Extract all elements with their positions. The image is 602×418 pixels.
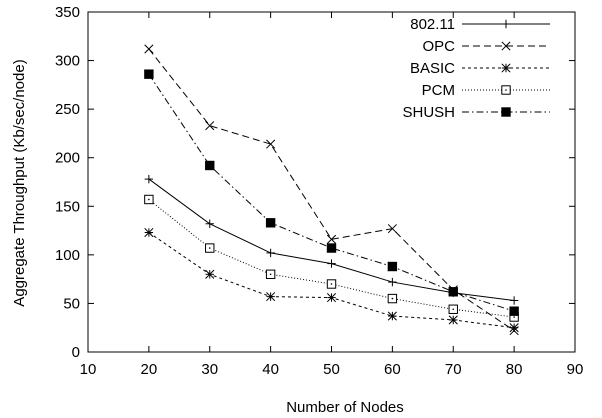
legend-entry: SHUSH [402,104,550,121]
data-point [144,194,154,205]
legend-label: SHUSH [402,104,455,121]
data-point [387,261,398,272]
legend-entry: 802.11 [410,16,550,33]
data-point [205,121,215,131]
x-tick-label: 20 [141,361,158,378]
data-point [265,218,276,228]
y-tick-label: 0 [72,344,80,361]
series-shush [144,69,519,316]
data-point [144,69,154,79]
data-point [388,277,397,287]
x-tick-label: 80 [506,361,523,378]
legend-marker-swatch [501,85,511,95]
data-point [205,160,215,171]
x-tick-label: 40 [262,361,279,378]
data-point [387,293,398,304]
legend-marker-swatch [501,19,511,29]
data-point [266,248,275,258]
data-point [144,174,154,184]
y-tick-label: 200 [55,150,80,167]
data-point [266,292,276,302]
y-tick-label: 350 [55,4,80,21]
data-point [205,219,214,228]
legend-marker-swatch [501,63,511,73]
data-point [448,287,458,297]
data-point [509,323,519,333]
data-point [509,296,519,305]
data-point [326,234,337,244]
data-point [326,243,337,253]
x-tick-label: 60 [384,361,401,378]
legend-entry: OPC [422,38,550,55]
x-tick-label: 70 [445,361,462,378]
y-tick-label: 150 [55,198,80,215]
data-point [327,259,336,268]
legend-entry: PCM [422,82,550,99]
x-axis-title: Number of Nodes [286,399,404,416]
legend-label: OPC [422,38,455,55]
series-group [144,44,519,336]
x-tick-label: 90 [567,361,584,378]
data-point [509,306,519,316]
data-point [387,224,397,234]
series-basic [144,227,519,333]
data-point [387,311,397,321]
series-opc [144,44,519,336]
y-tick-label: 100 [55,247,80,264]
y-axis-title: Aggregate Throughput (Kb/sec/node) [11,59,28,306]
data-point [205,269,215,279]
legend: 802.11 OPC BASIC PCM SHUSH [402,16,550,121]
y-tick-label: 50 [63,295,80,312]
data-point [326,279,337,289]
x-tick-label: 10 [80,361,97,378]
legend-label: BASIC [410,60,455,77]
x-tick-label: 30 [201,361,218,378]
data-point [326,293,337,303]
legend-marker-swatch [501,41,511,51]
axes: 0 50 100 150 200 250 300 350 10 20 30 40 50 60 70 80 90 [55,4,583,378]
data-point [205,243,215,253]
y-tick-label: 250 [55,101,80,118]
series-line [148,73,515,312]
legend-marker-swatch [501,107,511,117]
data-point [448,315,458,325]
data-point [266,139,276,149]
data-point [448,304,458,314]
legend-label: 802.11 [410,16,455,33]
legend-label: PCM [422,82,455,99]
data-point [144,227,154,238]
legend-entry: BASIC [410,60,550,77]
data-point [265,269,276,279]
y-tick-label: 300 [55,53,80,70]
series-pcm [144,194,519,322]
x-tick-label: 50 [323,361,340,378]
data-point [144,44,154,54]
